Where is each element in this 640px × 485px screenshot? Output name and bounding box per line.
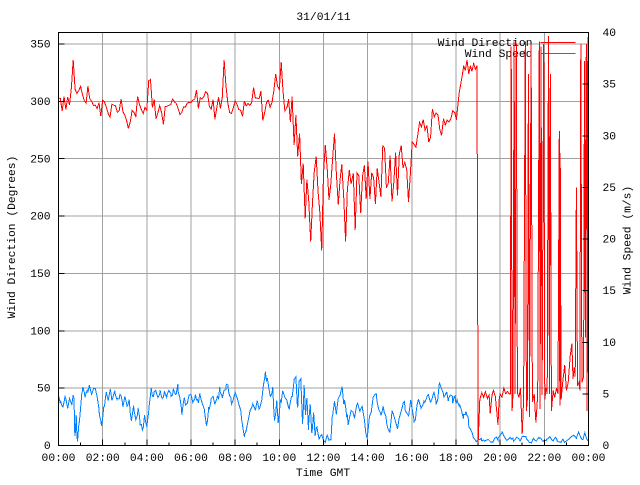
svg-text:00:00: 00:00 [42, 453, 76, 465]
svg-text:Wind Direction (Degrees): Wind Direction (Degrees) [7, 156, 19, 319]
svg-text:16:00: 16:00 [395, 453, 429, 465]
svg-text:14:00: 14:00 [351, 453, 385, 465]
svg-text:31/01/11: 31/01/11 [296, 12, 350, 24]
svg-text:Wind Direction: Wind Direction [438, 38, 533, 50]
svg-text:250: 250 [30, 154, 51, 166]
svg-text:0: 0 [603, 441, 610, 453]
svg-text:35: 35 [603, 80, 617, 92]
svg-text:30: 30 [603, 131, 617, 143]
svg-text:15: 15 [603, 286, 617, 298]
svg-text:04:00: 04:00 [130, 453, 164, 465]
svg-text:100: 100 [30, 326, 51, 338]
svg-text:10:00: 10:00 [262, 453, 296, 465]
svg-text:08:00: 08:00 [218, 453, 252, 465]
svg-text:18:00: 18:00 [439, 453, 473, 465]
svg-text:0: 0 [44, 441, 51, 453]
svg-text:20: 20 [603, 235, 617, 247]
svg-text:350: 350 [30, 40, 51, 52]
svg-text:20:00: 20:00 [483, 453, 517, 465]
svg-text:02:00: 02:00 [86, 453, 120, 465]
svg-text:22:00: 22:00 [527, 453, 561, 465]
svg-text:150: 150 [30, 269, 51, 281]
svg-text:12:00: 12:00 [307, 453, 341, 465]
svg-text:10: 10 [603, 338, 617, 350]
svg-text:Wind Speed: Wind Speed [465, 49, 533, 61]
svg-text:00:00: 00:00 [572, 453, 606, 465]
svg-text:Wind Speed (m/s): Wind Speed (m/s) [623, 186, 635, 294]
svg-text:Time GMT: Time GMT [296, 468, 350, 480]
svg-text:5: 5 [603, 390, 610, 402]
svg-text:200: 200 [30, 212, 51, 224]
svg-text:06:00: 06:00 [174, 453, 208, 465]
svg-text:50: 50 [37, 384, 51, 396]
svg-text:40: 40 [603, 28, 617, 40]
svg-text:25: 25 [603, 183, 617, 195]
svg-text:300: 300 [30, 97, 51, 109]
